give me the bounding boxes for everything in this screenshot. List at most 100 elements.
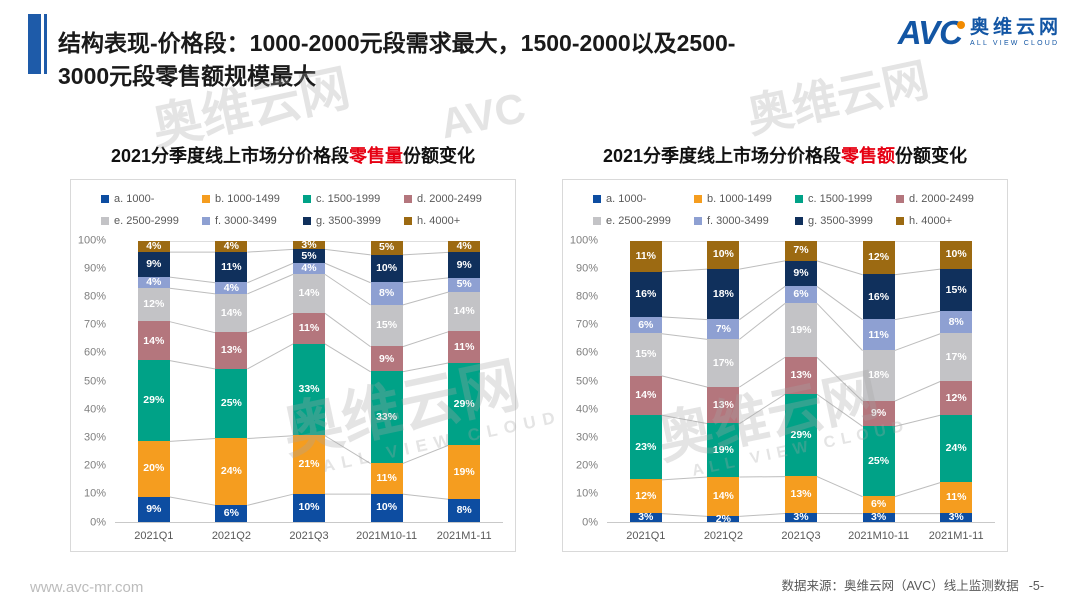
bar-segment: 11% bbox=[629, 240, 662, 272]
bar-segment-value: 24% bbox=[945, 442, 967, 455]
bar-segment-value: 2% bbox=[715, 512, 731, 525]
y-tick-label: 50% bbox=[575, 375, 598, 388]
bar-segment-value: 10% bbox=[712, 248, 734, 261]
chart-title-suffix: 份额变化 bbox=[403, 146, 476, 166]
bar-segment: 12% bbox=[137, 287, 170, 322]
bar-segment-value: 13% bbox=[790, 488, 812, 501]
stacked-bar: 6% 24% 25% 13% 14% 4% 11% 4% bbox=[215, 240, 248, 522]
legend-swatch bbox=[896, 194, 904, 203]
chart-title-value: 2021分季度线上市场分价格段零售额份额变化 bbox=[562, 146, 1008, 168]
bar-segment-value: 15% bbox=[376, 319, 398, 332]
legend-swatch bbox=[404, 216, 412, 225]
bar-segment: 16% bbox=[629, 271, 662, 317]
bar-segment-value: 6% bbox=[638, 318, 654, 331]
bar-segment-value: 16% bbox=[635, 287, 657, 300]
stacked-bar: 8% 19% 29% 11% 14% 5% 9% 4% bbox=[448, 240, 481, 522]
plot-wrap: 0% 10% 20% 30% 40% 50% 60% 70% 80% 90% 100% 9% 20% 2… bbox=[71, 235, 503, 528]
legend-item: h. 4000+ bbox=[896, 215, 997, 227]
y-tick-label: 80% bbox=[575, 290, 598, 303]
bar-segment-value: 5% bbox=[456, 278, 472, 291]
x-tick-label: 2021M10-11 bbox=[848, 529, 910, 542]
bar-segment: 23% bbox=[629, 414, 662, 480]
legend-swatch bbox=[795, 216, 803, 225]
bar-segment: 11% bbox=[448, 331, 481, 363]
footer-source: 数据来源：奥维云网（AVC）线上监测数据 -5- bbox=[781, 575, 1044, 594]
bar-segment-value: 16% bbox=[868, 290, 890, 303]
legend-swatch bbox=[694, 216, 702, 225]
page-title: 结构表现-价格段：1000-2000元段需求最大，1500-2000以及2500… bbox=[58, 27, 735, 91]
bar-segment: 33% bbox=[293, 343, 325, 436]
chart-panel-retail-value: 2021分季度线上市场分价格段零售额份额变化 a. 1000- b. 1000-1… bbox=[562, 146, 1008, 552]
x-tick-label: 2021M10-11 bbox=[356, 529, 418, 542]
y-tick-label: 20% bbox=[575, 459, 598, 472]
bar-segment-value: 29% bbox=[453, 397, 475, 410]
bar-segment: 11% bbox=[293, 312, 325, 344]
bar-segment-value: 13% bbox=[712, 398, 734, 411]
y-axis: 0% 10% 20% 30% 40% 50% 60% 70% 80% 90% 100% bbox=[71, 235, 115, 528]
bar-segment: 18% bbox=[862, 350, 895, 401]
bar-segment: 25% bbox=[215, 368, 248, 439]
bar-segment: 12% bbox=[940, 381, 973, 415]
bar-segment: 15% bbox=[940, 268, 973, 311]
chart-title-highlight: 零售额 bbox=[841, 146, 896, 166]
bar-segment-value: 33% bbox=[376, 411, 398, 424]
bar-segment-value: 20% bbox=[143, 462, 165, 475]
legend-label: a. 1000- bbox=[114, 192, 155, 205]
bar-segment-value: 17% bbox=[712, 356, 734, 369]
bar-segment-value: 6% bbox=[223, 507, 239, 519]
y-tick-label: 0% bbox=[90, 516, 106, 529]
legend-label: f. 3000-3499 bbox=[707, 214, 769, 227]
x-tick-label: 2021Q3 bbox=[289, 529, 329, 542]
legend-label: f. 3000-3499 bbox=[215, 214, 277, 227]
bar-segment: 9% bbox=[448, 251, 481, 278]
bar-segment: 4% bbox=[215, 282, 248, 294]
bar-segment: 5% bbox=[293, 249, 325, 263]
watermark: AVC bbox=[435, 83, 530, 148]
website-url: www.avc-mr.com bbox=[30, 579, 144, 596]
bar-segment-value: 14% bbox=[635, 388, 657, 401]
legend-swatch bbox=[404, 194, 412, 203]
bar-segment-value: 23% bbox=[635, 440, 657, 453]
legend-label: b. 1000-1499 bbox=[707, 192, 772, 205]
chart-title-prefix: 2021分季度线上市场分价格段 bbox=[602, 146, 842, 166]
bar-segment-value: 9% bbox=[146, 258, 162, 271]
legend-swatch bbox=[593, 194, 601, 203]
y-tick-label: 70% bbox=[575, 318, 598, 331]
stacked-bar: 3% 13% 29% 13% 19% 6% 9% 7% bbox=[785, 240, 817, 522]
bar-segment-value: 18% bbox=[712, 287, 734, 300]
y-tick-label: 100% bbox=[569, 234, 598, 247]
page-number: -5- bbox=[1028, 579, 1044, 593]
legend-swatch bbox=[101, 194, 109, 203]
legend-item: b. 1000-1499 bbox=[202, 193, 303, 205]
bar-segment-value: 6% bbox=[871, 498, 887, 511]
y-axis: 0% 10% 20% 30% 40% 50% 60% 70% 80% 90% 100% bbox=[563, 235, 607, 528]
bar-segment: 7% bbox=[707, 319, 740, 339]
legend-label: h. 4000+ bbox=[417, 214, 461, 227]
legend-item: d. 2000-2499 bbox=[404, 193, 505, 205]
legend-label: e. 2500-2999 bbox=[114, 214, 179, 227]
y-tick-label: 80% bbox=[83, 290, 106, 303]
bar-segment-value: 29% bbox=[790, 428, 812, 441]
bar-segment: 4% bbox=[448, 240, 481, 252]
bar-segment-value: 11% bbox=[635, 249, 657, 262]
x-tick-label: 2021Q1 bbox=[134, 529, 174, 542]
data-source-text: 数据来源：奥维云网（AVC）线上监测数据 bbox=[781, 579, 1019, 593]
chart-title-prefix: 2021分季度线上市场分价格段 bbox=[110, 146, 350, 166]
y-tick-label: 60% bbox=[83, 346, 106, 359]
legend-item: a. 1000- bbox=[593, 193, 694, 205]
legend-item: g. 3500-3999 bbox=[795, 215, 896, 227]
bar-segment: 6% bbox=[629, 316, 662, 334]
bar-segment: 4% bbox=[137, 276, 170, 288]
bar-segment: 10% bbox=[370, 493, 403, 522]
bar-segment: 9% bbox=[785, 260, 817, 287]
bar-segment-value: 21% bbox=[298, 458, 320, 471]
bar-segment-value: 15% bbox=[635, 348, 657, 361]
bar-segment-value: 14% bbox=[298, 287, 320, 300]
y-tick-label: 60% bbox=[575, 346, 598, 359]
x-tick-label: 2021M1-11 bbox=[928, 529, 984, 542]
bar-segment: 14% bbox=[293, 274, 325, 313]
legend-item: f. 3000-3499 bbox=[202, 215, 303, 227]
bar-segment-value: 14% bbox=[712, 490, 734, 503]
legend: a. 1000- b. 1000-1499 c. 1500-1999 d. 2000-… bbox=[563, 180, 1007, 231]
